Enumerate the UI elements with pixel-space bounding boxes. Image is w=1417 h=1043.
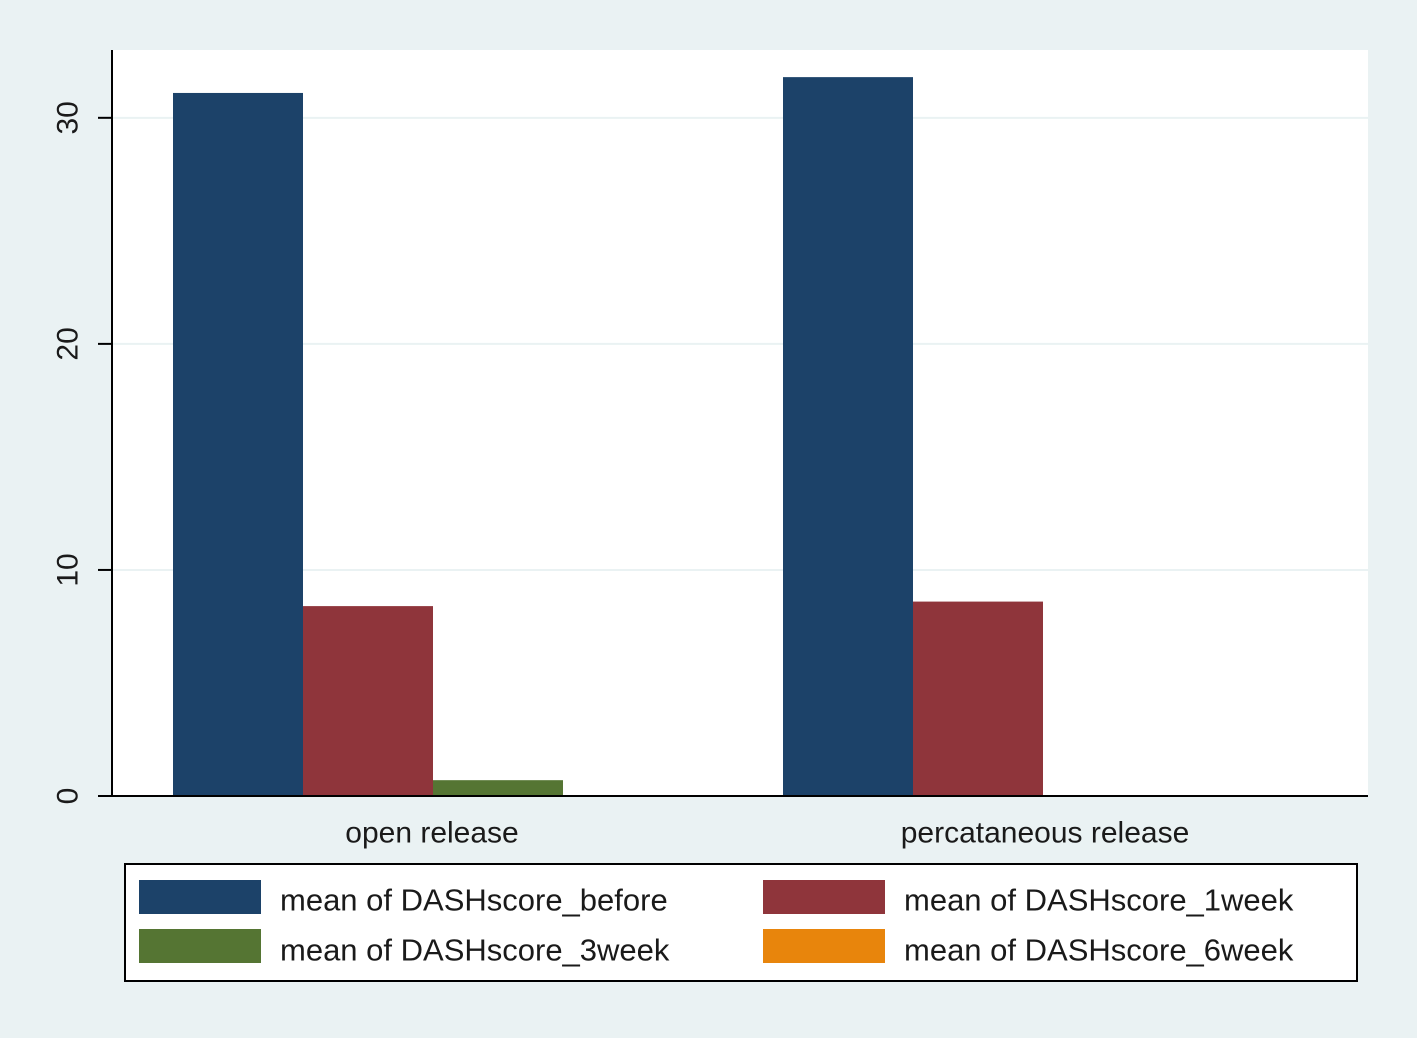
legend-box	[124, 863, 1358, 982]
bar	[433, 780, 563, 796]
x-category-label: percataneous release	[901, 817, 1190, 850]
legend-swatch	[139, 880, 261, 914]
legend-swatch	[763, 929, 885, 963]
bar	[303, 606, 433, 796]
legend-swatch	[763, 880, 885, 914]
y-tick-label: 10	[52, 553, 85, 586]
bars	[173, 77, 1043, 797]
legend-swatch	[139, 929, 261, 963]
bar	[913, 601, 1043, 796]
bar	[173, 92, 303, 796]
legend-label: mean of DASHscore_6week	[904, 933, 1294, 968]
y-tick-label: 0	[52, 788, 85, 805]
y-axis-ticks: 0 10 20 30	[52, 101, 112, 805]
y-tick-label: 30	[52, 101, 85, 134]
bar	[783, 77, 913, 797]
axes	[98, 50, 1368, 797]
x-axis-categories: open release percataneous release	[345, 817, 1189, 850]
legend-label: mean of DASHscore_before	[280, 883, 668, 918]
gridlines	[112, 116, 1368, 571]
y-tick-label: 20	[52, 327, 85, 360]
legend-label: mean of DASHscore_3week	[280, 933, 670, 968]
x-category-label: open release	[345, 817, 518, 850]
legend-label: mean of DASHscore_1week	[904, 883, 1294, 918]
